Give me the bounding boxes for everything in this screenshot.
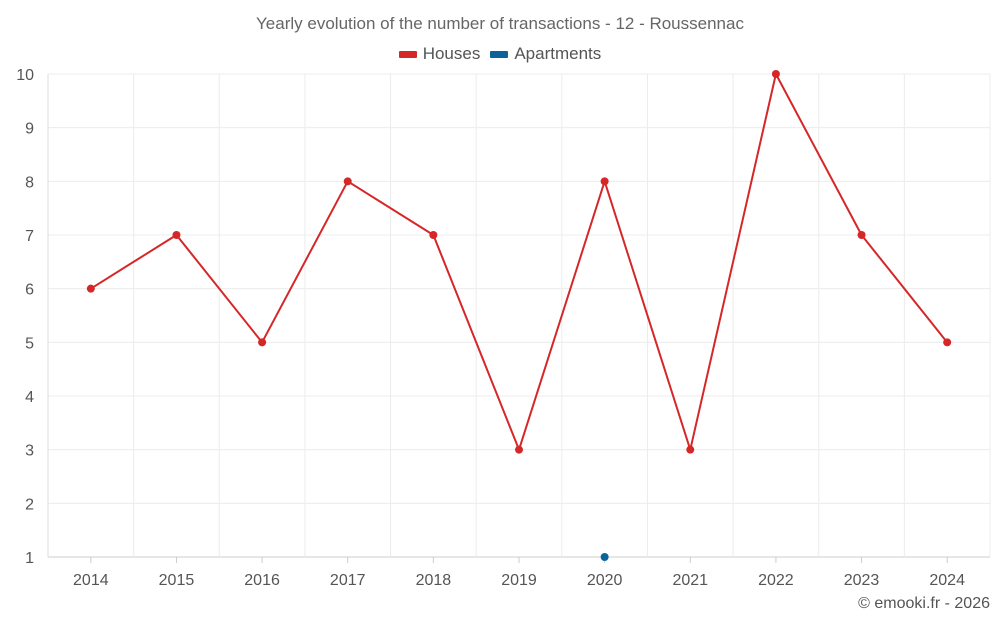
chart-title: Yearly evolution of the number of transa… [256,14,744,33]
y-tick-label: 5 [25,335,34,352]
credit-text: © emooki.fr - 2026 [858,595,990,612]
y-tick-label: 10 [16,67,34,84]
x-tick-label: 2019 [501,572,537,589]
y-tick-label: 1 [25,550,34,567]
data-point-houses[interactable] [258,338,267,347]
x-tick-label: 2018 [416,572,452,589]
x-tick-label: 2017 [330,572,366,589]
legend-label-apartments: Apartments [514,44,602,63]
x-tick-label: 2024 [929,572,965,589]
data-point-houses[interactable] [771,70,780,78]
x-tick-label: 2023 [844,572,880,589]
y-tick-label: 9 [25,121,34,138]
y-tick-label: 3 [25,443,34,460]
y-tick-label: 6 [25,282,34,299]
data-point-houses[interactable] [172,231,181,239]
x-tick-label: 2020 [587,572,623,589]
y-tick-label: 4 [25,389,34,406]
x-tick-label: 2022 [758,572,794,589]
legend-item-houses[interactable]: Houses [398,44,481,64]
legend-swatch-houses [398,50,417,58]
data-point-houses[interactable] [343,177,352,186]
legend: Houses Apartments [0,44,1000,64]
legend-swatch-apartments [490,50,509,58]
x-tick-label: 2021 [672,572,708,589]
data-point-houses[interactable] [86,284,95,293]
y-tick-label: 2 [25,496,34,513]
data-point-houses[interactable] [686,445,695,454]
data-point-houses[interactable] [600,177,609,186]
data-point-houses[interactable] [515,445,523,454]
data-point-apartments[interactable] [600,553,609,561]
y-axis: 1 2 3 4 5 6 7 8 9 10 [16,67,34,567]
data-point-houses[interactable] [429,231,438,239]
series-group [86,70,952,561]
x-tick-label: 2015 [159,572,195,589]
x-axis: 2014 2015 2016 2017 2018 2019 2020 2021 2022 2023… [73,557,965,589]
legend-label-houses: Houses [422,44,481,63]
x-tick-label: 2016 [244,572,280,589]
x-tick-label: 2014 [73,572,109,589]
y-tick-label: 8 [25,174,34,191]
data-point-houses[interactable] [857,231,866,239]
data-point-houses[interactable] [943,338,952,347]
grid [47,73,991,558]
y-tick-label: 7 [25,228,34,245]
legend-item-apartments[interactable]: Apartments [490,44,601,64]
